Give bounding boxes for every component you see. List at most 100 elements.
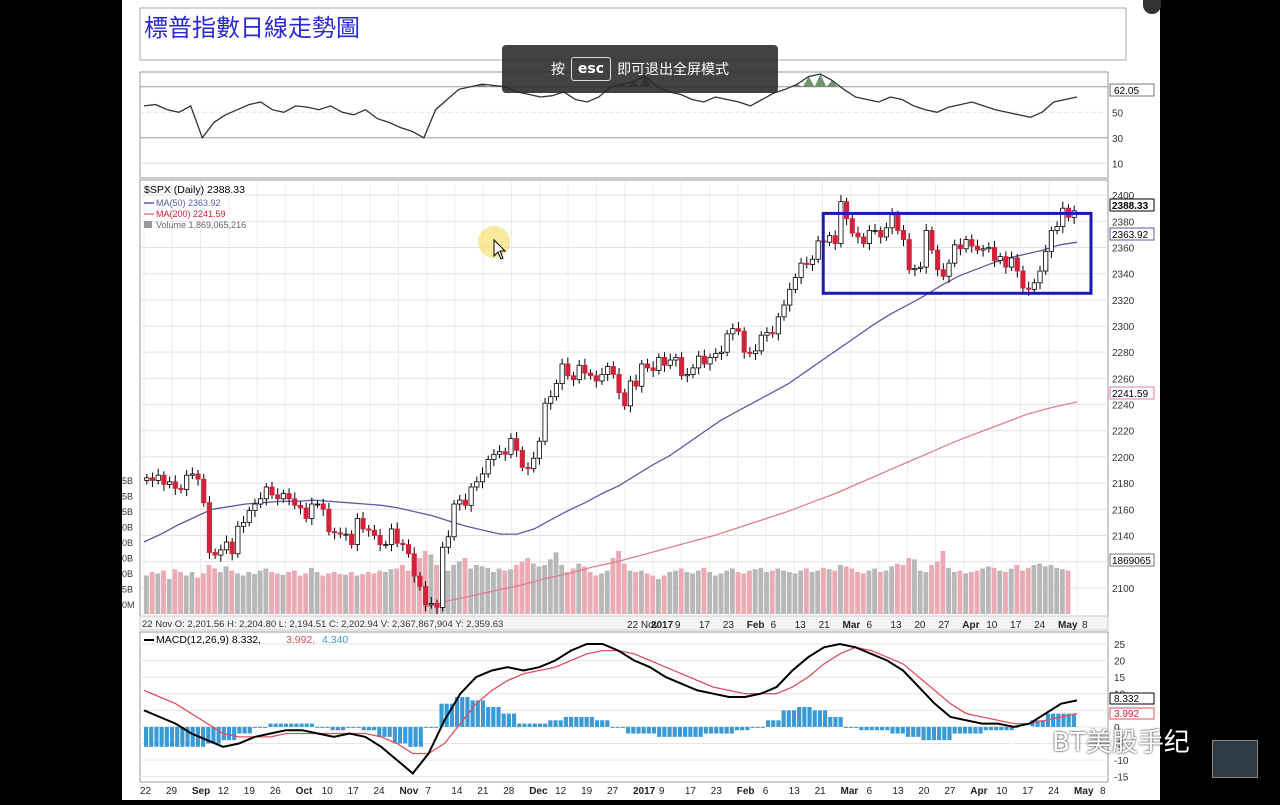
volume-bar [576,563,582,614]
candle-body [826,235,833,243]
volume-axis-label: 0B [122,554,133,564]
macd-hist-bar [745,726,750,731]
macd-hist-bar [309,723,315,727]
candle-body [957,244,963,250]
macd-hist-bar [755,726,760,728]
candle-body [536,440,542,459]
candle-body [332,531,338,534]
volume-bar [906,558,912,614]
volume-bar [610,558,616,614]
volume-bar [764,572,769,614]
candle-body [679,357,685,377]
candle-body [650,367,656,371]
volume-bar [149,572,155,614]
macd-hist-bar [553,720,558,727]
ohlc-readout: 22 Nov O: 2,201.56 H: 2,204.80 L: 2,194.… [142,619,503,630]
macd-hist-bar [988,726,994,731]
candle-body [883,227,889,238]
macd-hist-bar [791,710,797,727]
volume-bar [587,572,593,614]
macd-hist-bar [895,726,900,734]
macd-hist-bar [455,697,460,727]
macd-hist-bar [724,726,729,734]
x-tick-label: 17 [1022,786,1034,797]
macd-tick-label: -15 [1114,773,1129,784]
candle-body [906,239,912,271]
candle-body [986,247,992,250]
x-tick-label: 9 [659,786,665,797]
volume-bar [838,565,843,614]
candle-body [866,230,872,244]
volume-bar [1003,572,1008,614]
x-tick-label: 24 [1034,620,1046,631]
volume-bar [508,569,513,614]
volume-bar [900,565,906,614]
volume-bar [951,572,957,614]
candle-body [622,392,628,407]
candle-body [997,256,1003,261]
candle-body [872,230,878,232]
macd-hist-bar [397,726,403,744]
macd-hist-bar [672,726,677,737]
esc-key[interactable]: esc [570,57,612,81]
x-tick-label: Feb [747,620,765,631]
volume-bar [235,573,240,614]
close-corner-icon[interactable] [1143,0,1161,14]
price-tick-label: 2180 [1112,479,1135,490]
candle-body [388,528,395,546]
volume-bar [155,573,161,614]
macd-hist-bar [569,716,574,727]
volume-bar [934,561,940,614]
volume-bar [769,570,775,614]
macd-hist-bar [512,713,517,727]
volume-bar [536,566,542,614]
macd-hist-bar [522,723,527,727]
candle-body [758,334,764,352]
rsi-tick-label: 30 [1112,134,1124,145]
channel-logo [1212,740,1258,778]
volume-bar [553,552,559,614]
macd-hist-bar [983,726,988,731]
volume-bar [400,565,405,614]
candle-body [673,357,679,361]
volume-bar [877,572,883,614]
macd-hist-bar [833,716,838,727]
macd-hist-bar [258,726,263,728]
candle-body [804,262,810,265]
volume-bar [1037,563,1043,614]
macd-hist-bar [999,726,1004,731]
macd-legend-signal: 3.992, [286,634,315,646]
x-tick-label: 13 [890,620,902,631]
volume-bar [382,572,388,614]
x-tick-label: 6 [866,786,872,797]
volume-bar [229,570,235,614]
candle-body [440,546,446,608]
volume-bar [616,551,622,614]
volume-bar [752,569,758,614]
macd-hist-bar [366,726,372,731]
volume-bar [849,568,855,614]
volume-bar [343,574,348,614]
x-tick-label: 10 [986,620,998,631]
x-tick-label: 24 [1048,786,1060,797]
ma200-line [423,401,1078,609]
volume-bar [1031,565,1037,614]
x-tick-label: 17 [699,620,711,631]
macd-hist-bar [175,726,180,747]
macd-hist-bar [952,726,957,734]
price-legend: $SPX (Daily) 2388.33 MA(50) 2363.92 MA(2… [144,184,246,230]
candle-body [1020,270,1026,289]
volume-bar [872,568,878,614]
macd-hist-bar [242,726,247,734]
candle-body [326,508,332,532]
volume-bar [1008,568,1014,614]
candle-body [889,214,895,229]
macd-hist-bar [885,726,890,731]
macd-hist-bar [610,726,615,728]
macd-hist-bar [978,726,983,734]
candle-body [644,363,651,369]
volume-bar [963,573,969,614]
volume-bar [843,566,849,614]
volume-bar [1048,565,1054,614]
macd-hist-bar [201,726,206,747]
